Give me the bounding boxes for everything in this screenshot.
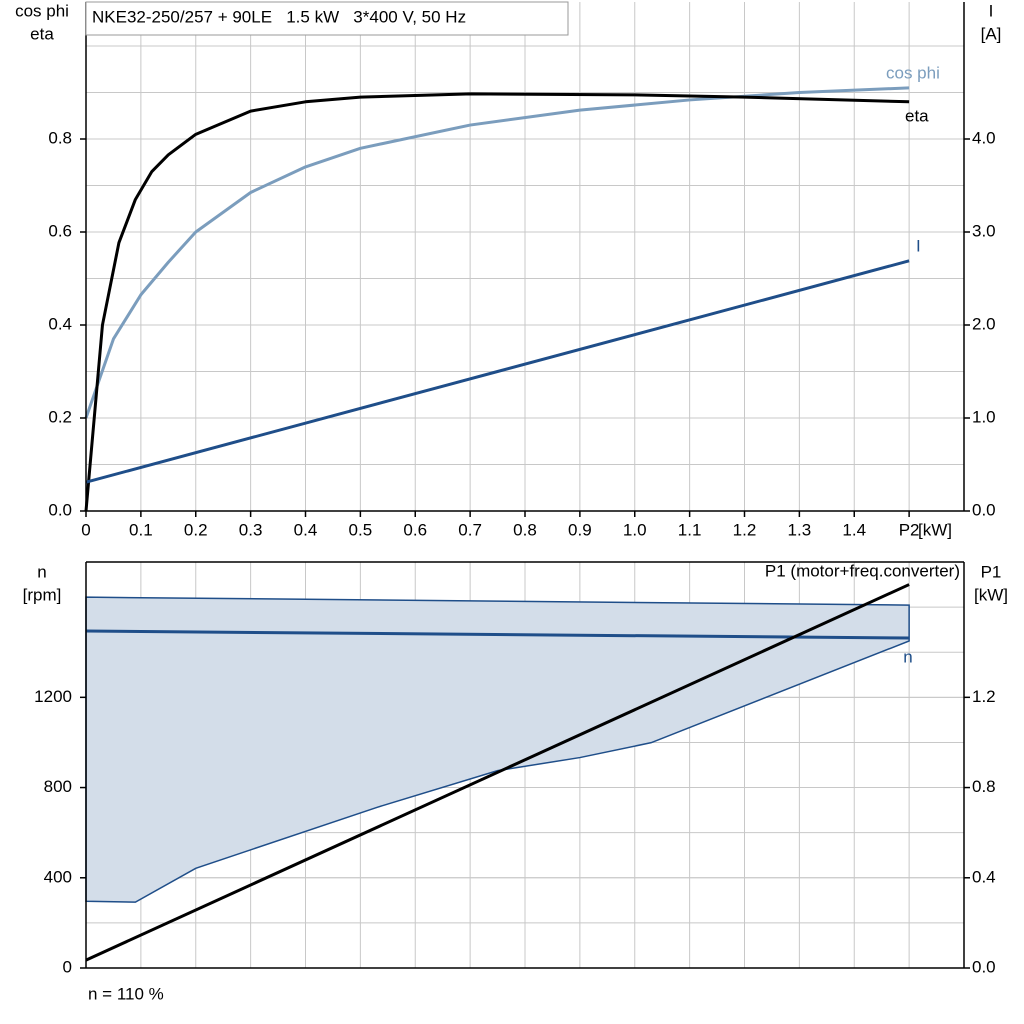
- y2-axis-label: I: [989, 1, 994, 20]
- y2-tick-label: 1.2: [972, 687, 996, 706]
- y-tick-label: 0.8: [48, 128, 72, 147]
- y2-tick-label: 1.0: [972, 407, 996, 426]
- y-tick-label: 0.2: [48, 407, 72, 426]
- series-line: [84, 86, 910, 419]
- y-tick-label: 0: [63, 957, 72, 976]
- series-line: [85, 629, 910, 640]
- x-tick-label: 1.3: [788, 520, 812, 539]
- y2-tick-label: 3.0: [972, 221, 996, 240]
- series-label: P1 (motor+freq.converter): [765, 561, 960, 580]
- y2-axis-label: [kW]: [974, 585, 1008, 604]
- y-axis-label: eta: [30, 24, 54, 43]
- y-tick-label: 1200: [34, 687, 72, 706]
- y2-tick-label: 0.0: [972, 957, 996, 976]
- y2-tick-label: 0.0: [972, 500, 996, 519]
- x-tick-label: 0.6: [403, 520, 427, 539]
- series-line: [84, 92, 910, 512]
- x-tick-label: 1.2: [733, 520, 757, 539]
- x-axis-label: [kW]: [918, 520, 952, 539]
- chart-title: NKE32-250/257 + 90LE 1.5 kW 3*400 V, 50 …: [92, 7, 466, 26]
- y2-tick-label: 0.4: [972, 867, 996, 886]
- series-label: eta: [905, 106, 929, 125]
- y-tick-label: 0.6: [48, 221, 72, 240]
- title-box: [85, 1, 569, 36]
- series-label: n: [903, 647, 912, 666]
- x-tick-label: 0.4: [294, 520, 318, 539]
- x-tick-label: 1.1: [678, 520, 702, 539]
- x-tick-label: 0.3: [239, 520, 263, 539]
- x-tick-label: 0.9: [568, 520, 592, 539]
- y-axis-label: [rpm]: [23, 585, 62, 604]
- series-label: cos phi: [886, 63, 940, 82]
- y-tick-label: 0.0: [48, 500, 72, 519]
- x-tick-label: 1.0: [623, 520, 647, 539]
- footnote: n = 110 %: [88, 984, 164, 1003]
- y2-tick-label: 4.0: [972, 128, 996, 147]
- x-tick-label: 0.2: [184, 520, 208, 539]
- y-tick-label: 0.4: [48, 314, 72, 333]
- x-tick-label: P2: [899, 520, 920, 539]
- y-tick-label: 800: [44, 777, 72, 796]
- y-axis-label: n: [37, 562, 46, 581]
- y-tick-label: 400: [44, 867, 72, 886]
- x-tick-label: 0.5: [349, 520, 373, 539]
- x-tick-label: 0.8: [513, 520, 537, 539]
- x-tick-label: 0.7: [458, 520, 482, 539]
- y2-tick-label: 2.0: [972, 314, 996, 333]
- y2-axis-label: [A]: [981, 24, 1002, 43]
- series-line: [85, 583, 910, 962]
- x-tick-label: 0: [81, 520, 90, 539]
- series-label: I: [916, 236, 921, 255]
- series-line: [85, 259, 910, 484]
- n-range-band: [85, 596, 910, 903]
- y2-axis-label: P1: [981, 562, 1002, 581]
- x-tick-label: 0.1: [129, 520, 153, 539]
- y2-tick-label: 0.8: [972, 777, 996, 796]
- y-axis-label: cos phi: [15, 1, 69, 20]
- x-tick-label: 1.4: [842, 520, 866, 539]
